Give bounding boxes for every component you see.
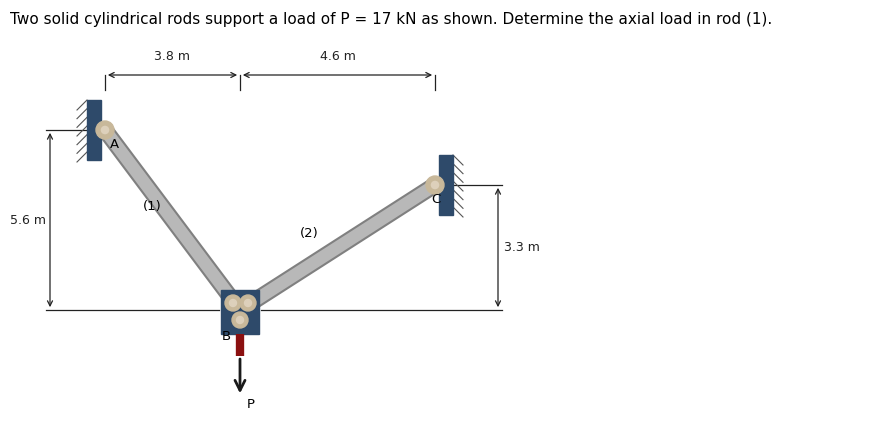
Text: (2): (2)	[299, 228, 319, 240]
Text: Two solid cylindrical rods support a load of P = 17 kN as shown. Determine the a: Two solid cylindrical rods support a loa…	[10, 12, 773, 27]
Bar	[439, 155, 453, 215]
Circle shape	[96, 121, 114, 139]
Circle shape	[102, 126, 109, 134]
Circle shape	[431, 181, 439, 189]
Text: 3.8 m: 3.8 m	[155, 50, 190, 63]
Circle shape	[240, 295, 256, 311]
Text: 5.6 m: 5.6 m	[10, 214, 46, 226]
Bar	[221, 290, 259, 334]
Circle shape	[426, 176, 444, 194]
Circle shape	[229, 299, 236, 306]
Circle shape	[232, 312, 248, 328]
Text: 3.3 m: 3.3 m	[504, 241, 540, 254]
Text: A: A	[110, 138, 119, 151]
Circle shape	[236, 316, 243, 323]
Text: B: B	[222, 330, 231, 343]
Bar	[87, 100, 101, 160]
Text: 4.6 m: 4.6 m	[319, 50, 356, 63]
Text: P: P	[247, 398, 255, 411]
Circle shape	[225, 295, 241, 311]
Circle shape	[244, 299, 251, 306]
Text: C: C	[431, 193, 440, 206]
Text: (1): (1)	[142, 200, 161, 213]
